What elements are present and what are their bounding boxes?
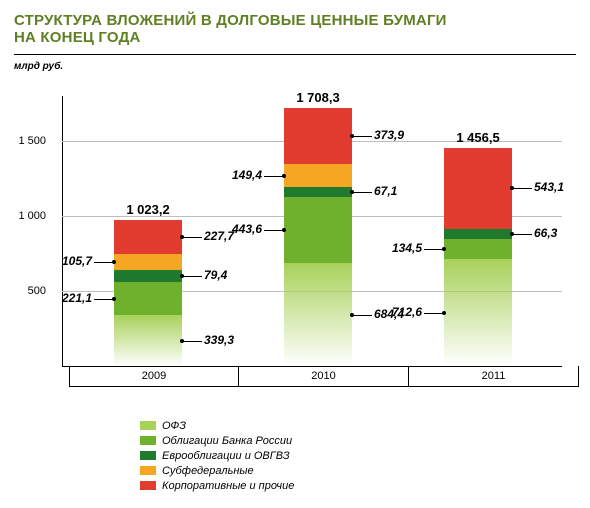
legend-item: ОФЗ [140, 418, 294, 433]
legend-swatch [140, 421, 156, 430]
chart-title-1: СТРУКТУРА ВЛОЖЕНИЙ В ДОЛГОВЫЕ ЦЕННЫЕ БУМ… [14, 12, 576, 29]
legend-swatch [140, 436, 156, 445]
y-axis-unit: млрд руб. [14, 61, 576, 72]
bar [444, 148, 512, 366]
segment-label: 67,1 [374, 184, 397, 198]
legend-label: Корпоративные и прочие [162, 480, 294, 492]
title-rule [14, 54, 576, 55]
legend-label: Еврооблигации и ОВГВЗ [162, 450, 290, 462]
segment-label: 543,1 [534, 180, 564, 194]
segment-label: 134,5 [372, 241, 422, 255]
x-tick-label: 2009 [69, 366, 239, 387]
chart-container: СТРУКТУРА ВЛОЖЕНИЙ В ДОЛГОВЫЕ ЦЕННЫЕ БУМ… [0, 0, 590, 508]
x-tick-label: 2011 [409, 366, 579, 387]
legend-item: Еврооблигации и ОВГВЗ [140, 448, 294, 463]
bar-total-label: 1 456,5 [438, 130, 518, 145]
legend-label: Субфедеральные [162, 465, 254, 477]
legend-swatch [140, 481, 156, 490]
legend-item: Субфедеральные [140, 463, 294, 478]
bar [284, 108, 352, 366]
legend-label: ОФЗ [162, 420, 186, 432]
bar-total-label: 1 023,2 [108, 202, 188, 217]
segment-label: 373,9 [374, 128, 404, 142]
segment-label: 712,6 [372, 305, 422, 319]
segment-label: 443,6 [212, 222, 262, 236]
plot-area: 5001 0001 5001 023,2339,3221,179,4105,72… [14, 76, 576, 376]
segment-label: 66,3 [534, 226, 557, 240]
y-tick-label: 1 000 [14, 210, 46, 222]
legend-swatch [140, 451, 156, 460]
segment-label: 339,3 [204, 333, 234, 347]
legend-swatch [140, 466, 156, 475]
segment-label: 105,7 [42, 254, 92, 268]
legend-label: Облигации Банка России [162, 435, 292, 447]
segment-label: 149,4 [212, 168, 262, 182]
segment-label: 221,1 [42, 291, 92, 305]
legend: ОФЗ Облигации Банка России Еврооблигации и… [140, 418, 294, 493]
chart-title-2: НА КОНЕЦ ГОДА [14, 29, 576, 46]
legend-item: Облигации Банка России [140, 433, 294, 448]
legend-item: Корпоративные и прочие [140, 478, 294, 493]
segment-label: 79,4 [204, 268, 227, 282]
bar [114, 220, 182, 366]
y-tick-label: 1 500 [14, 135, 46, 147]
x-tick-label: 2010 [239, 366, 409, 387]
bar-total-label: 1 708,3 [278, 90, 358, 105]
